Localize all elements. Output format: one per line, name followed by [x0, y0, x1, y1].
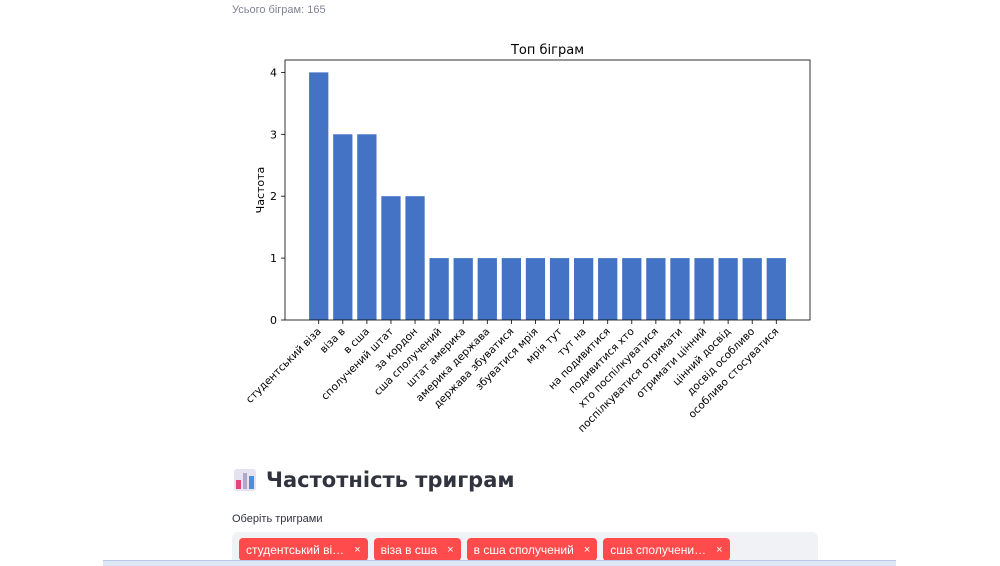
y-tick-label: 4: [270, 66, 277, 79]
x-tick-label: віза в: [318, 326, 348, 356]
y-tick-label: 0: [270, 314, 277, 327]
tag-label: в сша сполучений: [473, 542, 574, 557]
remove-tag-icon[interactable]: ×: [447, 543, 454, 556]
tag-label: віза в сша: [380, 542, 438, 557]
bar: [309, 72, 329, 320]
y-tick-label: 3: [270, 128, 277, 141]
bar: [525, 258, 546, 320]
bar: [670, 258, 690, 320]
y-axis-label: Частота: [254, 167, 267, 214]
bar: [646, 258, 666, 320]
y-tick-label: 1: [270, 252, 277, 265]
bar: [718, 258, 738, 320]
chart-title: Топ біграм: [510, 43, 584, 58]
bar: [453, 258, 473, 320]
multiselect-label: Оберіть триграми: [232, 513, 323, 525]
bar-chart-icon: [234, 469, 256, 491]
selected-tag: сша сполучени… ×: [603, 538, 730, 561]
bar: [477, 258, 497, 320]
tag-label: сша сполучени…: [610, 542, 707, 557]
x-tick-label: студентський віза: [244, 326, 324, 406]
tag-label: студентський ві…: [246, 542, 345, 557]
selected-tag: в сша сполучений ×: [466, 538, 598, 561]
section-heading: Частотність триграм: [234, 468, 515, 492]
section-title: Частотність триграм: [266, 468, 515, 492]
bar: [573, 258, 594, 320]
bar: [549, 258, 570, 320]
plot-frame: [284, 59, 811, 321]
bar: [694, 258, 714, 320]
selected-tag: студентський ві… ×: [239, 538, 368, 561]
bar: [429, 258, 449, 320]
remove-tag-icon[interactable]: ×: [716, 543, 723, 556]
remove-tag-icon[interactable]: ×: [354, 543, 361, 556]
bar: [333, 134, 353, 320]
remove-tag-icon[interactable]: ×: [583, 543, 591, 556]
bar: [357, 134, 377, 320]
bar: [381, 196, 401, 320]
selected-tag: віза в сша ×: [373, 538, 461, 561]
bar: [766, 258, 786, 320]
bar: [501, 258, 522, 320]
bar: [405, 196, 425, 320]
y-tick-label: 2: [270, 190, 277, 203]
bar: [622, 258, 642, 320]
total-bigrams-caption: Усього біграм: 165: [232, 4, 326, 16]
trigram-multiselect[interactable]: студентський ві… × віза в сша × в сша сполуч…: [232, 532, 818, 565]
bar: [742, 258, 762, 320]
bar: [598, 258, 618, 320]
bottom-divider: [103, 560, 896, 566]
